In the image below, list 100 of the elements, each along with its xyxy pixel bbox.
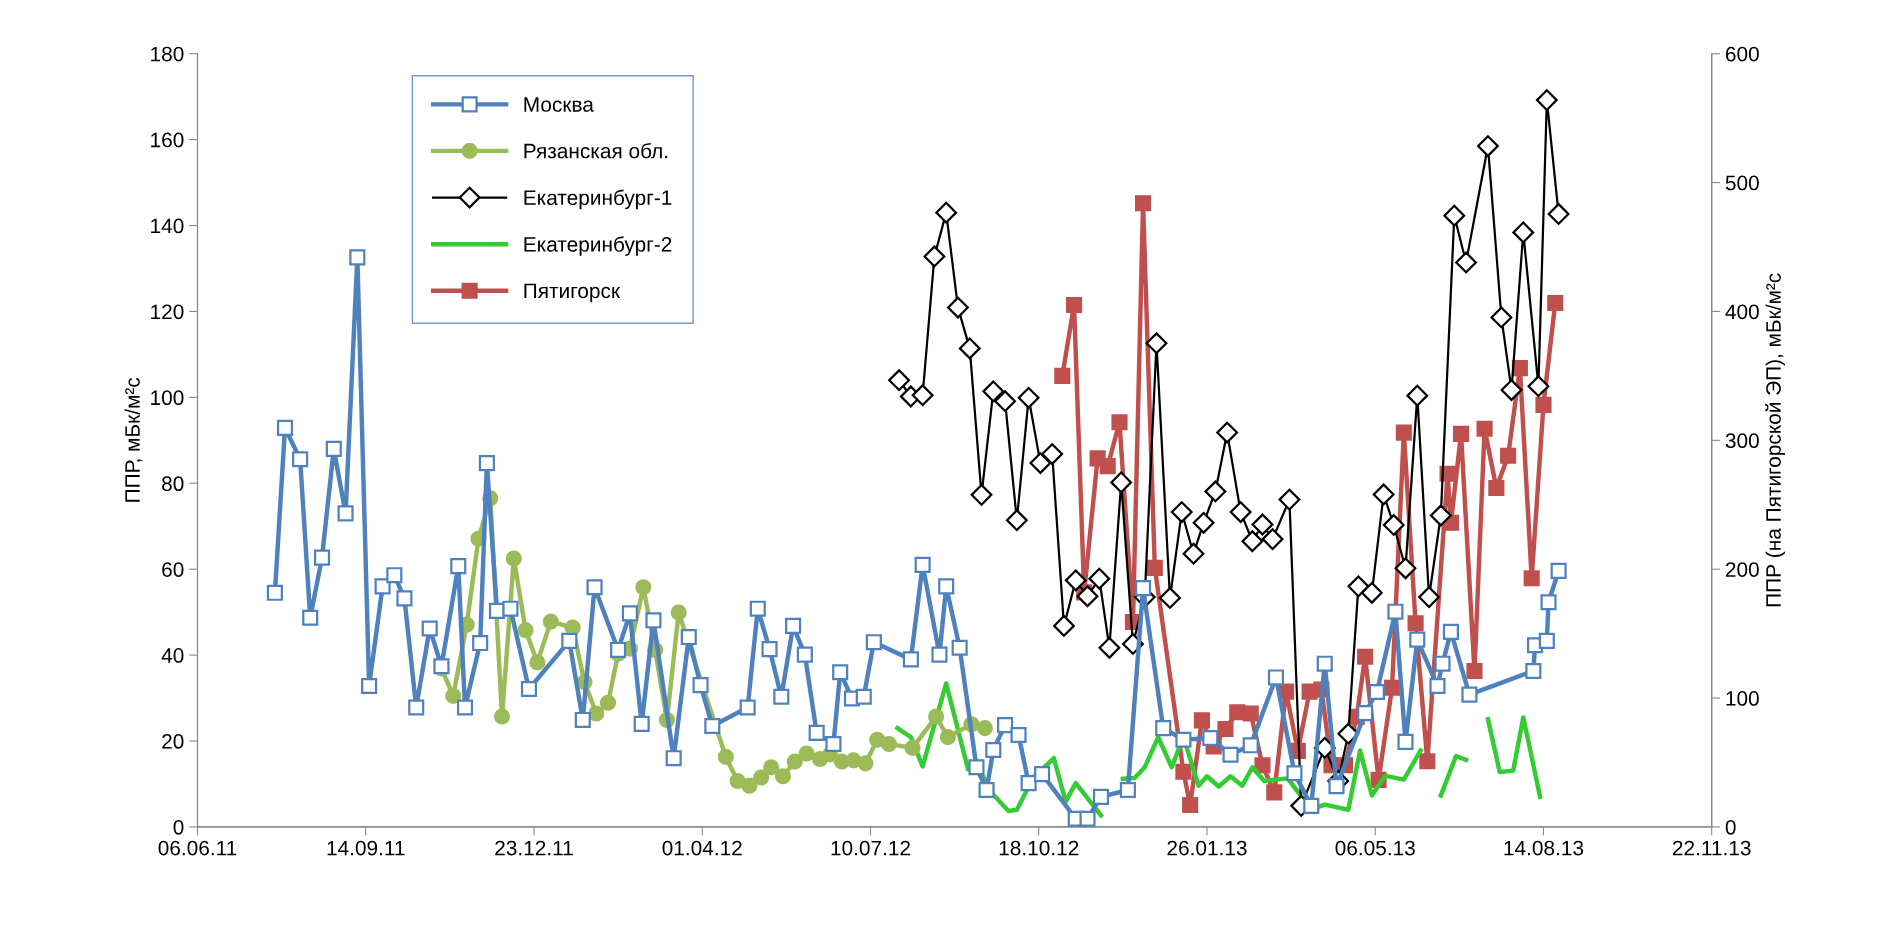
point <box>1347 575 1370 598</box>
y-axis-title: ППР, мБк/м²с <box>124 377 143 502</box>
point <box>1512 221 1535 244</box>
point <box>904 739 921 756</box>
point <box>1357 648 1374 665</box>
point <box>529 654 546 671</box>
x-tick-label: 26.01.13 <box>1167 840 1247 856</box>
point <box>1254 757 1271 774</box>
point <box>1466 662 1483 680</box>
point <box>1064 569 1087 592</box>
point <box>1476 420 1493 437</box>
point <box>1017 386 1040 409</box>
point <box>1527 375 1550 398</box>
point <box>1443 204 1466 227</box>
point <box>1175 763 1192 780</box>
point <box>717 748 734 765</box>
point <box>1242 705 1259 722</box>
point <box>505 550 522 567</box>
point <box>1182 796 1199 814</box>
point <box>493 708 511 725</box>
point <box>445 687 462 704</box>
point <box>970 483 993 506</box>
point <box>763 759 780 776</box>
y-tick-label: 20 <box>162 734 184 749</box>
point <box>1241 530 1264 553</box>
point <box>1251 513 1274 536</box>
point <box>635 579 652 596</box>
point <box>935 201 958 224</box>
point <box>1383 679 1401 696</box>
point <box>911 384 934 407</box>
x-tick-label: 14.09.11 <box>327 840 405 856</box>
y-tick-label: 140 <box>151 218 184 234</box>
point <box>1418 586 1440 609</box>
legend-label: Рязанская обл. <box>524 142 668 159</box>
point <box>1490 306 1513 329</box>
point <box>1547 294 1564 311</box>
point <box>1110 471 1133 494</box>
y-tick-label: 40 <box>161 648 184 663</box>
point <box>880 735 898 753</box>
point <box>1500 447 1517 464</box>
point <box>1372 483 1395 506</box>
legend-label: Екатеринбург-2 <box>524 236 672 256</box>
point <box>947 296 969 319</box>
point <box>939 729 956 746</box>
point <box>1005 509 1028 532</box>
legend-label: Пятигорск <box>524 283 621 303</box>
point <box>1088 567 1111 590</box>
point <box>1500 379 1523 401</box>
point <box>1523 570 1540 587</box>
point <box>774 768 792 785</box>
y-tick-label: 80 <box>162 476 184 492</box>
y-tick-label: 160 <box>151 132 184 148</box>
point <box>1261 528 1284 551</box>
point <box>1111 414 1128 431</box>
y2-tick-label: 500 <box>1725 175 1759 191</box>
y2-tick-label: 200 <box>1725 562 1759 577</box>
point <box>1029 452 1052 475</box>
y2-tick-label: 0 <box>1725 819 1736 835</box>
point <box>1204 480 1227 503</box>
point <box>1488 479 1505 497</box>
point <box>1192 511 1215 534</box>
y2-tick-label: 100 <box>1726 691 1759 706</box>
point <box>1382 514 1405 536</box>
x-tick-label: 06.06.11 <box>158 840 237 856</box>
point <box>1076 585 1099 608</box>
x-tick-label: 18.10.12 <box>999 840 1079 856</box>
point <box>994 390 1017 413</box>
point <box>1053 614 1075 637</box>
point <box>1098 636 1121 659</box>
point <box>786 753 803 770</box>
point <box>1266 784 1283 801</box>
point <box>1547 203 1570 225</box>
point <box>1360 581 1383 604</box>
point <box>1535 89 1558 112</box>
point <box>1217 720 1234 738</box>
y-tick-label: 120 <box>151 304 184 320</box>
y2-tick-label: 400 <box>1725 304 1759 320</box>
point <box>1535 396 1552 413</box>
point <box>1066 296 1083 314</box>
point <box>1134 195 1152 212</box>
x-tick-label: 06.05.13 <box>1335 840 1415 856</box>
y-tick-label: 60 <box>162 562 184 577</box>
x-tick-label: 23.12.11 <box>495 840 573 856</box>
point <box>517 622 534 639</box>
point <box>857 755 874 772</box>
x-tick-label: 10.07.12 <box>831 840 910 856</box>
point <box>741 777 758 794</box>
point <box>1419 753 1436 770</box>
point <box>1054 367 1071 384</box>
x-tick-label: 22.11.13 <box>1672 840 1751 856</box>
point <box>1145 332 1168 355</box>
point <box>1407 615 1424 632</box>
x-tick-label: 01.04.12 <box>662 840 742 856</box>
point <box>1041 443 1064 465</box>
point <box>958 337 981 360</box>
point <box>982 380 1005 403</box>
point <box>542 613 559 630</box>
point <box>1452 425 1470 442</box>
point <box>798 745 815 762</box>
point <box>1170 501 1193 523</box>
